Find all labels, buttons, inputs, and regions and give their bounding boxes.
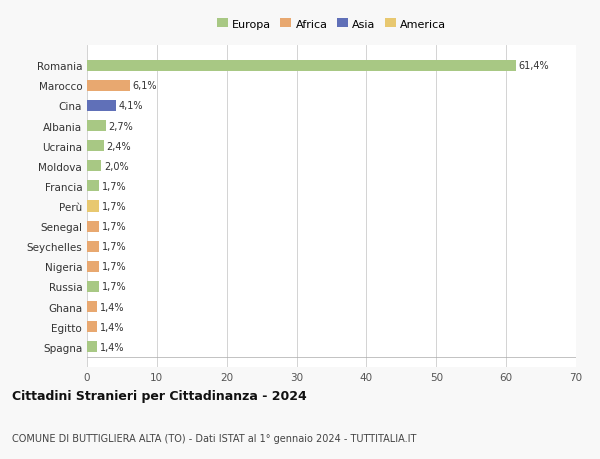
Bar [87,61,516,72]
Bar [87,261,99,272]
Text: 6,1%: 6,1% [133,81,157,91]
Bar [87,302,97,313]
Bar [87,181,99,192]
Text: 4,1%: 4,1% [118,101,143,111]
Bar [87,281,99,292]
Bar [87,81,130,92]
Text: 2,0%: 2,0% [104,162,128,171]
Bar [87,221,99,232]
Text: Cittadini Stranieri per Cittadinanza - 2024: Cittadini Stranieri per Cittadinanza - 2… [12,389,307,403]
Text: 1,7%: 1,7% [101,262,126,272]
Bar [87,161,101,172]
Text: 1,4%: 1,4% [100,302,124,312]
Text: COMUNE DI BUTTIGLIERA ALTA (TO) - Dati ISTAT al 1° gennaio 2024 - TUTTITALIA.IT: COMUNE DI BUTTIGLIERA ALTA (TO) - Dati I… [12,433,416,442]
Text: 2,4%: 2,4% [107,141,131,151]
Text: 1,7%: 1,7% [101,242,126,252]
Legend: Europa, Africa, Asia, America: Europa, Africa, Asia, America [212,15,451,34]
Bar [87,121,106,132]
Bar [87,341,97,353]
Bar [87,101,116,112]
Text: 1,7%: 1,7% [101,181,126,191]
Bar [87,141,104,152]
Text: 61,4%: 61,4% [519,61,550,71]
Text: 1,7%: 1,7% [101,282,126,292]
Text: 1,4%: 1,4% [100,342,124,352]
Text: 1,4%: 1,4% [100,322,124,332]
Text: 1,7%: 1,7% [101,202,126,212]
Text: 2,7%: 2,7% [109,121,133,131]
Bar [87,321,97,332]
Bar [87,241,99,252]
Bar [87,201,99,212]
Text: 1,7%: 1,7% [101,222,126,232]
